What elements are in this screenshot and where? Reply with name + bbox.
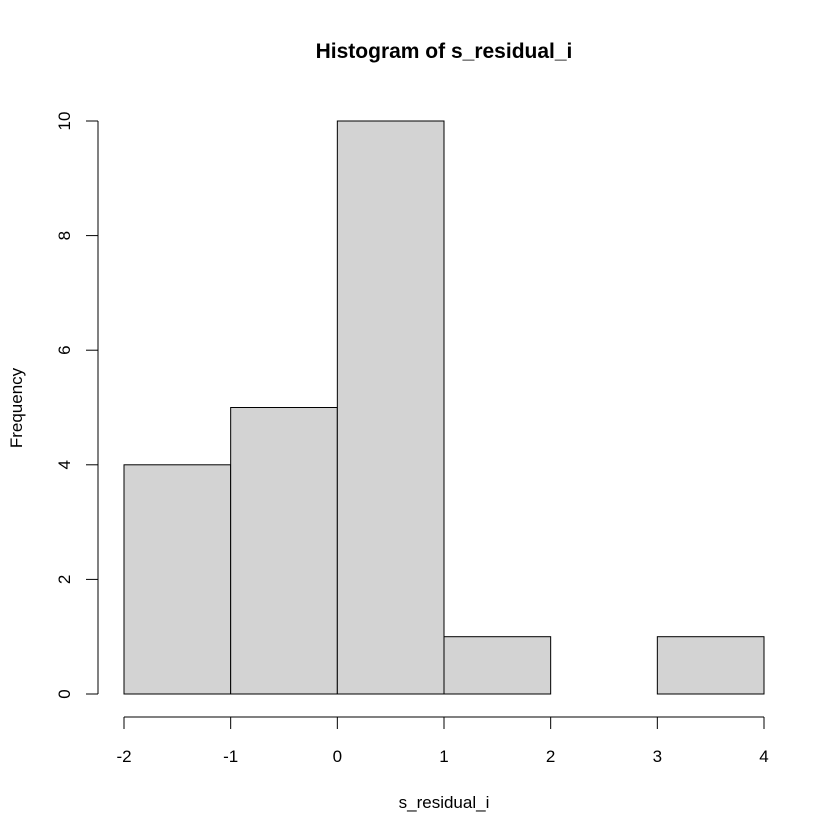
- chart-title: Histogram of s_residual_i: [316, 40, 573, 63]
- histogram-bars: [123, 120, 765, 695]
- histogram-bar-0: [123, 464, 232, 695]
- y-tick-label: 2: [55, 575, 74, 584]
- x-tick-label: 1: [439, 747, 448, 766]
- y-tick-label: 8: [55, 231, 74, 240]
- histogram-bar-5: [656, 636, 765, 695]
- histogram-bar-2: [336, 120, 445, 695]
- y-tick-label: 10: [55, 112, 74, 131]
- y-tick-label: 0: [55, 689, 74, 698]
- y-tick-label: 6: [55, 345, 74, 354]
- x-tick-label: 4: [759, 747, 768, 766]
- x-tick-label: 0: [333, 747, 342, 766]
- x-tick-label: -2: [116, 747, 131, 766]
- y-axis: 0 2 4 6 8 10: [55, 112, 99, 699]
- x-axis-label: s_residual_i: [399, 793, 490, 812]
- y-axis-label: Frequency: [7, 367, 26, 448]
- x-tick-label: -1: [223, 747, 238, 766]
- y-tick-label: 4: [55, 460, 74, 469]
- histogram-bar-3: [443, 636, 552, 695]
- x-axis: -2 -1 0 1 2 3 4: [116, 716, 769, 766]
- x-tick-label: 3: [653, 747, 662, 766]
- x-tick-label: 2: [546, 747, 555, 766]
- histogram-bar-1: [230, 407, 338, 695]
